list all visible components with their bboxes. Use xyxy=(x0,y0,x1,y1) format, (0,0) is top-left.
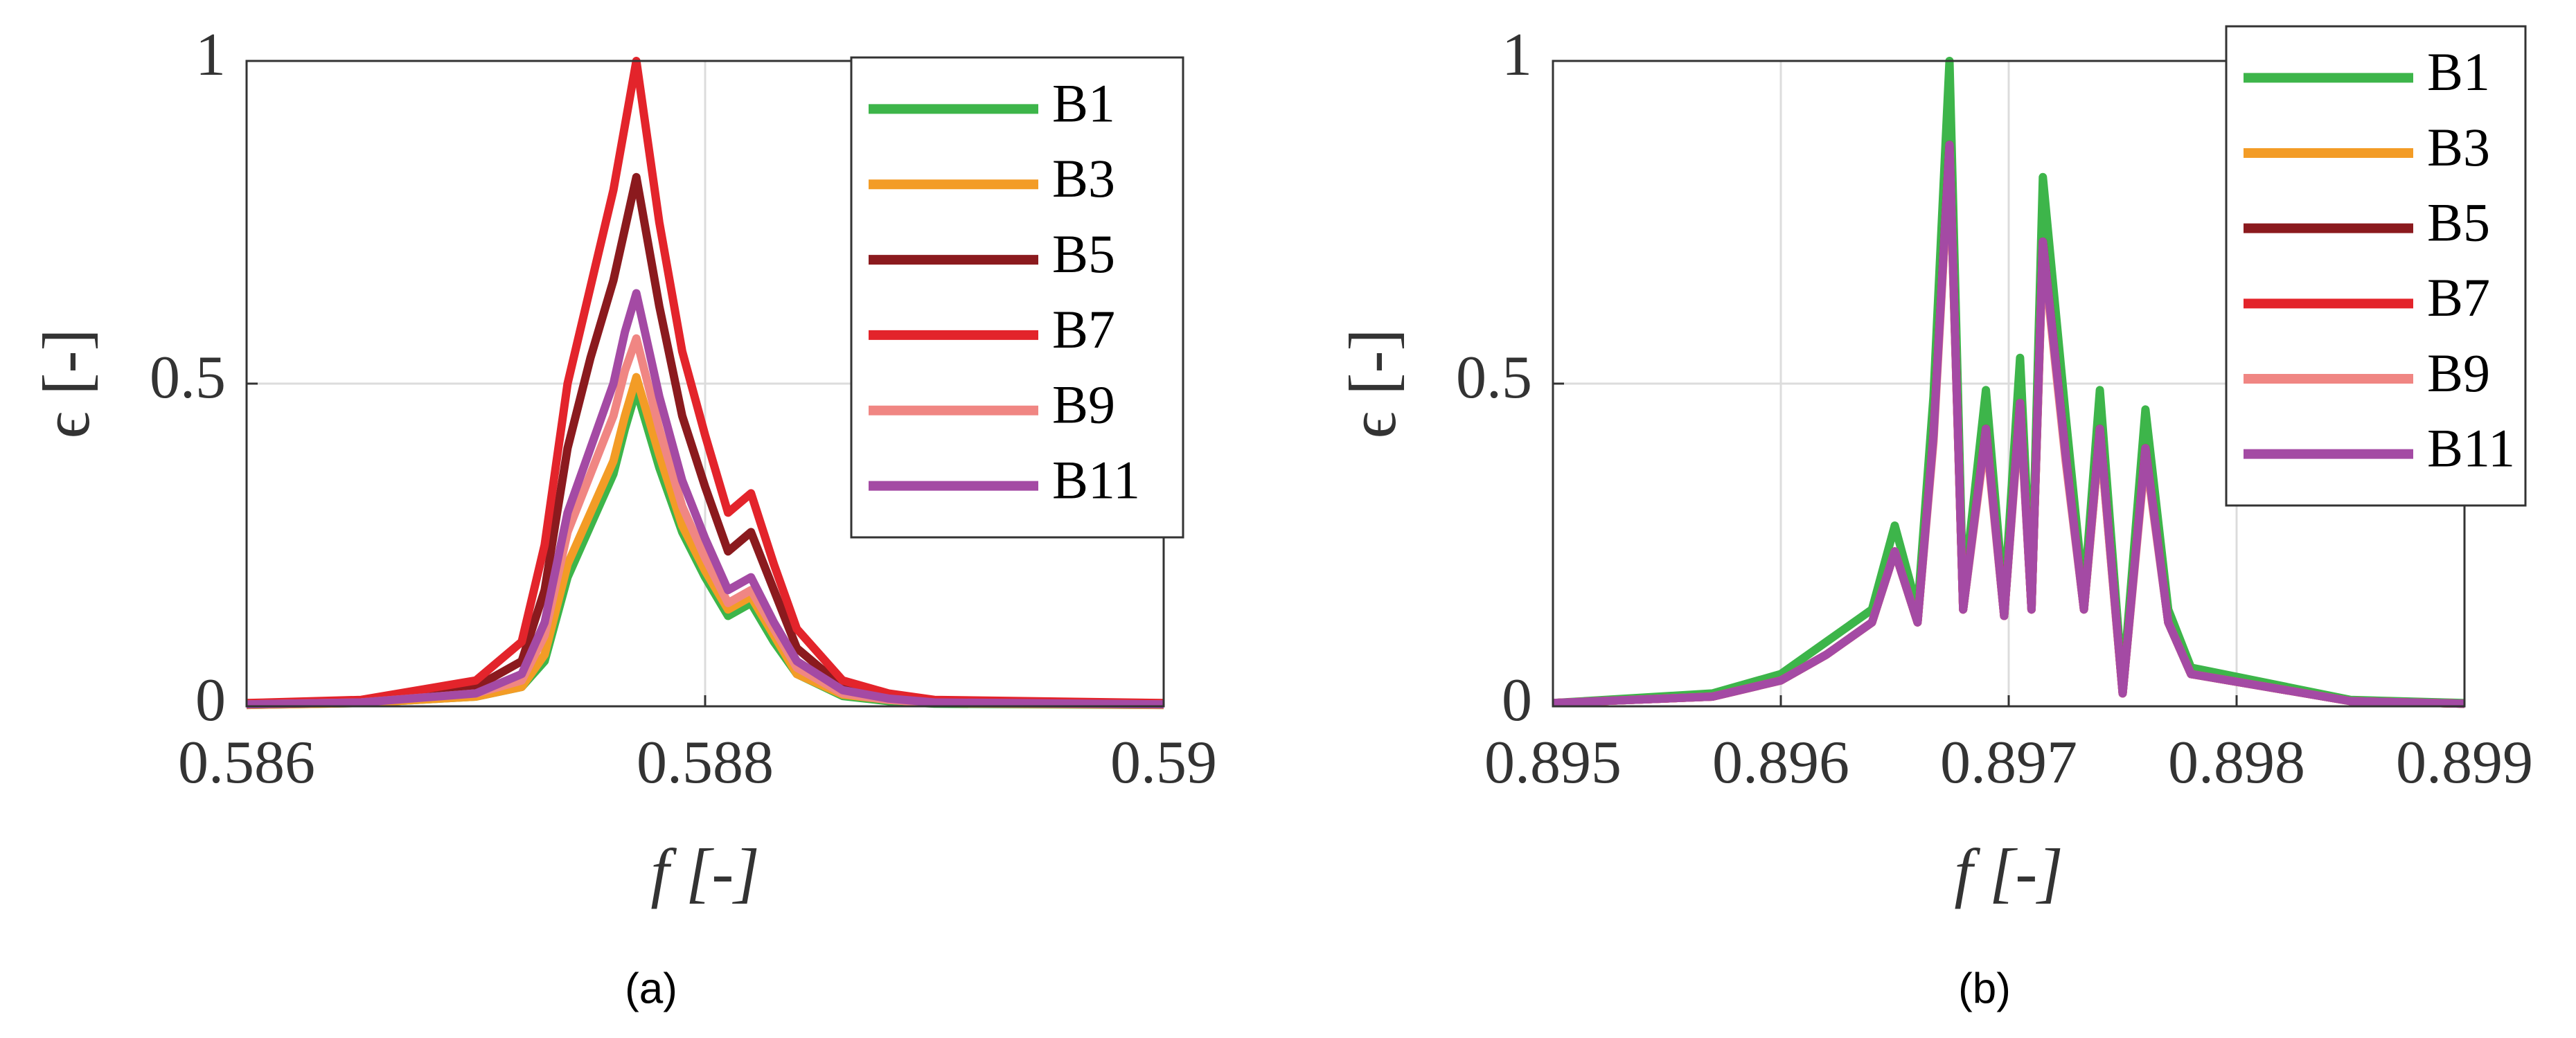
x-tick-label: 0.895 xyxy=(1484,729,1622,796)
legend-label: B9 xyxy=(1052,375,1115,435)
x-tick-label: 0.59 xyxy=(1110,729,1217,796)
legend-label: B5 xyxy=(2427,193,2490,253)
y-tick-label: 0 xyxy=(1502,667,1532,734)
legend-label: B7 xyxy=(2427,267,2490,328)
series-line xyxy=(246,289,1164,709)
y-axis-label: ϵ [-] xyxy=(29,329,103,439)
y-tick-label: 0.5 xyxy=(150,344,226,411)
legend-box xyxy=(2225,25,2527,507)
y-tick-label: 0.5 xyxy=(1456,344,1532,411)
y-tick-label: 1 xyxy=(1502,21,1532,89)
x-tick-label: 0.586 xyxy=(178,729,315,796)
legend-label: B3 xyxy=(2427,117,2490,177)
x-tick-label: 0.899 xyxy=(2396,729,2533,796)
caption: (b) xyxy=(1958,965,2011,1012)
y-tick-label: 1 xyxy=(195,21,226,89)
series-line xyxy=(1552,141,2465,708)
x-tick-label: 0.588 xyxy=(637,729,774,796)
legend-box xyxy=(850,56,1184,539)
x-tick-label: 0.897 xyxy=(1940,729,2077,796)
y-tick-label: 0 xyxy=(195,667,226,734)
legend-label: B11 xyxy=(2427,418,2515,478)
legend-label: B9 xyxy=(2427,343,2490,403)
x-tick-label: 0.896 xyxy=(1712,729,1849,796)
legend-label: B5 xyxy=(1052,224,1115,284)
caption: (a) xyxy=(625,965,677,1012)
x-tick-label: 0.898 xyxy=(2168,729,2305,796)
legend-label: B11 xyxy=(1052,449,1140,510)
legend-label: B3 xyxy=(1052,148,1115,208)
legend-label: B7 xyxy=(1052,299,1115,359)
series-line xyxy=(246,172,1164,708)
x-axis-label: f [-] xyxy=(1954,835,2063,909)
y-axis-label: ϵ [-] xyxy=(1335,329,1410,439)
x-axis-label: f [-] xyxy=(650,835,759,909)
legend-label: B1 xyxy=(2427,42,2490,102)
series-line xyxy=(246,57,1164,708)
legend-label: B1 xyxy=(1052,73,1115,133)
